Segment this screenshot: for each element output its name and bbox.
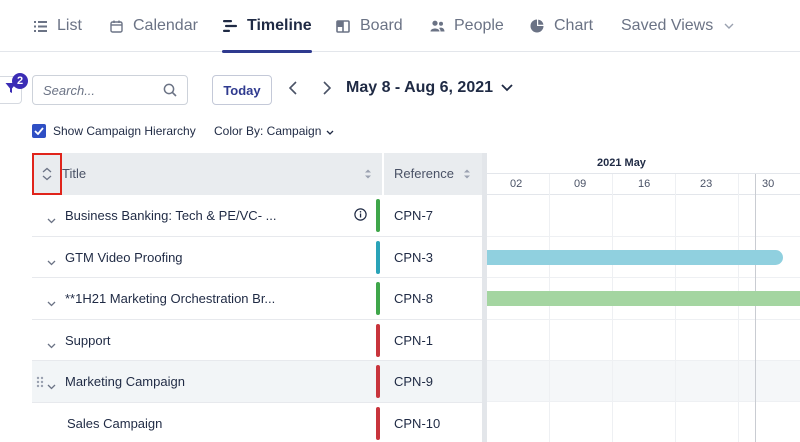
timeline-icon <box>222 18 238 34</box>
grid-column-line <box>549 174 550 442</box>
calendar-icon <box>108 18 124 34</box>
chevron-right-icon <box>323 80 332 100</box>
color-indicator <box>376 199 380 232</box>
today-marker <box>755 174 756 442</box>
table-row[interactable]: GTM Video Proofing CPN-3 <box>32 237 484 278</box>
timeline-bar-gtm-video-proofing[interactable] <box>487 250 783 265</box>
tab-saved-views[interactable]: Saved Views <box>621 0 737 52</box>
chevron-down-icon <box>501 79 513 97</box>
month-label: 2021 May <box>597 157 646 169</box>
tab-board-label: Board <box>360 17 403 34</box>
grid-row-line <box>487 236 800 237</box>
people-icon <box>429 18 445 34</box>
color-indicator <box>376 240 380 274</box>
color-indicator <box>376 323 380 357</box>
grid-row-line <box>487 360 800 361</box>
chevron-left-icon <box>288 80 297 100</box>
timeline-pane: 2021 May 02 09 16 23 30 <box>487 153 800 442</box>
timeline-row-highlight <box>487 360 800 401</box>
expand-chevron-icon[interactable] <box>47 253 56 271</box>
row-title[interactable]: Marketing Campaign <box>65 374 185 389</box>
row-title[interactable]: **1H21 Marketing Orchestration Br... <box>65 291 276 306</box>
expand-chevron-icon[interactable] <box>47 336 56 354</box>
tab-chart[interactable]: Chart <box>529 0 593 52</box>
show-hierarchy-checkbox[interactable] <box>32 124 46 138</box>
timeline-week-header: 02 09 16 23 30 <box>487 174 800 195</box>
tab-saved-views-label: Saved Views <box>621 17 714 34</box>
tab-board[interactable]: Board <box>335 0 403 52</box>
drag-handle-icon[interactable] <box>36 375 44 393</box>
tab-people[interactable]: People <box>429 0 504 52</box>
color-indicator <box>376 365 380 398</box>
row-reference: CPN-7 <box>394 208 434 223</box>
chevron-down-icon <box>326 124 334 138</box>
row-reference: CPN-10 <box>394 415 441 431</box>
tab-people-label: People <box>454 17 504 34</box>
campaign-table: Business Banking: Tech & PE/VC- ... CPN-… <box>32 195 484 442</box>
expand-collapse-all-icon[interactable] <box>41 167 53 186</box>
row-reference: CPN-3 <box>394 249 434 265</box>
tab-calendar-label: Calendar <box>133 17 198 34</box>
color-by-label: Color By: Campaign <box>214 124 322 138</box>
date-range-label: May 8 - Aug 6, 2021 <box>346 79 494 96</box>
grid-column-line <box>738 174 739 442</box>
highlight-box <box>32 153 62 195</box>
timeline-bar-marketing-orchestration[interactable] <box>487 291 800 306</box>
expand-chevron-icon[interactable] <box>47 377 56 395</box>
timeline-month-header: 2021 May <box>487 153 800 174</box>
tab-calendar[interactable]: Calendar <box>108 0 198 52</box>
row-reference: CPN-8 <box>394 291 434 306</box>
color-indicator <box>376 406 380 440</box>
sort-icon[interactable] <box>463 167 471 185</box>
grid-column-line <box>612 174 613 442</box>
row-title[interactable]: GTM Video Proofing <box>65 249 183 265</box>
expand-chevron-icon[interactable] <box>47 211 56 229</box>
row-reference: CPN-9 <box>394 374 434 389</box>
previous-period-button[interactable] <box>283 80 303 100</box>
pie-chart-icon <box>529 18 545 34</box>
tab-list-label: List <box>57 17 82 34</box>
grid-row-line <box>487 401 800 402</box>
table-row[interactable]: Sales Campaign CPN-10 <box>32 403 484 442</box>
reference-column-label: Reference <box>394 166 454 181</box>
grid-row-line <box>487 277 800 278</box>
sort-icon[interactable] <box>364 167 372 185</box>
date-range-picker[interactable]: May 8 - Aug 6, 2021 <box>346 79 513 97</box>
color-indicator <box>376 282 380 315</box>
search-box[interactable] <box>32 75 188 105</box>
tab-timeline-label: Timeline <box>247 17 312 34</box>
reference-column-header[interactable]: Reference <box>384 153 482 195</box>
pane-splitter[interactable] <box>482 153 487 442</box>
chevron-down-icon <box>721 18 737 34</box>
table-row[interactable]: Marketing Campaign CPN-9 <box>32 361 484 403</box>
next-period-button[interactable] <box>317 80 337 100</box>
board-icon <box>335 18 351 34</box>
table-row[interactable]: Support CPN-1 <box>32 320 484 361</box>
row-title[interactable]: Business Banking: Tech & PE/VC- ... <box>65 208 277 223</box>
title-column-label: Title <box>62 166 87 181</box>
search-input[interactable] <box>43 82 153 98</box>
grid-column-line <box>675 174 676 442</box>
view-tabs: List Calendar Timeline Board People Char… <box>0 0 800 53</box>
show-hierarchy-label: Show Campaign Hierarchy <box>53 124 196 138</box>
tab-chart-label: Chart <box>554 17 594 34</box>
grid-row-line <box>487 319 800 320</box>
expand-chevron-icon[interactable] <box>47 294 56 312</box>
filter-count-badge: 2 <box>12 73 28 89</box>
list-icon <box>32 18 48 34</box>
row-reference: CPN-1 <box>394 332 434 348</box>
color-by-dropdown[interactable]: Color By: Campaign <box>214 124 334 138</box>
search-icon[interactable] <box>163 83 177 102</box>
title-column-header[interactable]: Title <box>32 153 382 195</box>
show-hierarchy-toggle[interactable]: Show Campaign Hierarchy <box>32 124 196 138</box>
tab-timeline[interactable]: Timeline <box>222 0 312 53</box>
table-row[interactable]: Business Banking: Tech & PE/VC- ... CPN-… <box>32 195 484 237</box>
info-icon[interactable] <box>354 208 367 226</box>
today-button[interactable]: Today <box>212 75 272 105</box>
row-title[interactable]: Sales Campaign <box>67 415 163 431</box>
row-title[interactable]: Support <box>65 332 111 348</box>
tab-list[interactable]: List <box>32 0 82 52</box>
table-row[interactable]: **1H21 Marketing Orchestration Br... CPN… <box>32 278 484 320</box>
